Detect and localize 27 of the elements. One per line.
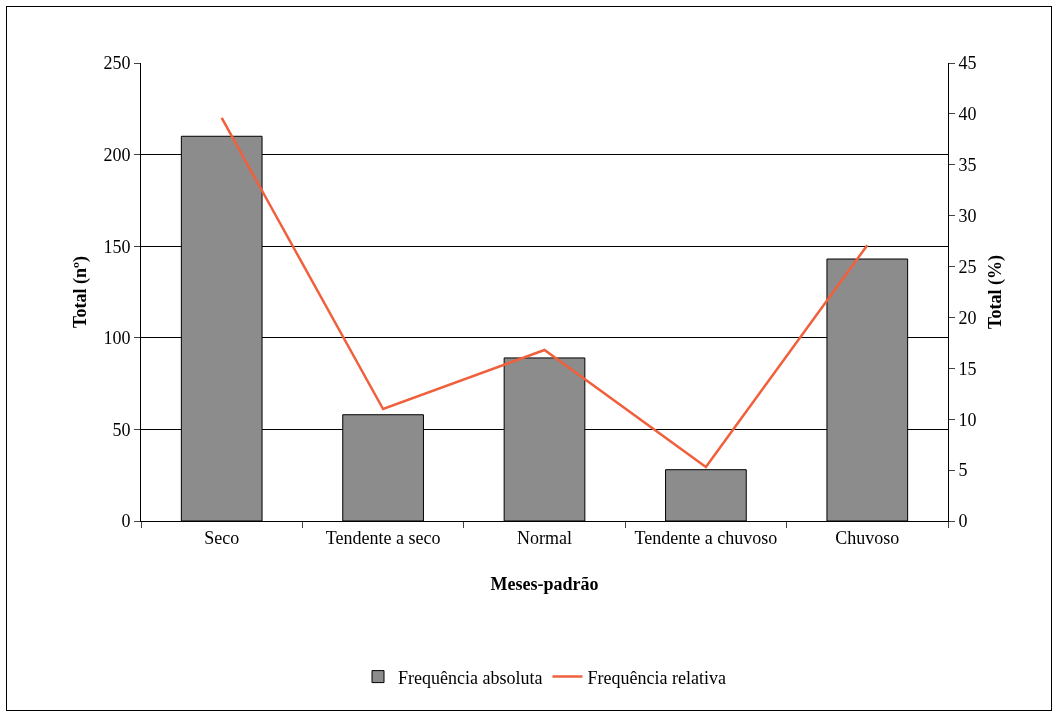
y2-tick-label: 10 (958, 409, 977, 430)
legend-label: Frequência relativa (587, 667, 726, 688)
y2-tick-label: 45 (958, 53, 977, 74)
x-tick-label: Normal (517, 527, 572, 548)
y2-tick-label: 5 (958, 460, 968, 481)
y-tick-label: 50 (112, 419, 131, 440)
x-tick-label: Tendente a seco (325, 527, 441, 548)
y2-tick-label: 25 (958, 256, 977, 277)
y2-tick-label: 20 (958, 307, 977, 328)
y-axis-title: Total (nº) (69, 256, 91, 328)
y2-tick-label: 0 (958, 511, 968, 532)
legend-label: Frequência absoluta (398, 667, 543, 688)
y-tick-label: 150 (103, 236, 131, 257)
x-tick-label: Tendente a chuvoso (634, 527, 778, 548)
y-tick-label: 0 (121, 511, 131, 532)
y2-axis-title: Total (%) (984, 255, 1006, 329)
y2-tick-label: 30 (958, 205, 977, 226)
x-tick-label: Chuvoso (835, 527, 900, 548)
y-tick-label: 250 (103, 53, 131, 74)
y2-tick-label: 40 (958, 104, 977, 125)
y2-tick-label: 35 (958, 155, 977, 176)
y-tick-label: 100 (103, 328, 131, 349)
x-axis-title: Meses-padrão (490, 573, 599, 594)
line-series (220, 116, 869, 469)
y2-tick-label: 15 (958, 358, 977, 379)
y-tick-label: 200 (103, 144, 131, 165)
x-tick-label: Seco (204, 527, 240, 548)
